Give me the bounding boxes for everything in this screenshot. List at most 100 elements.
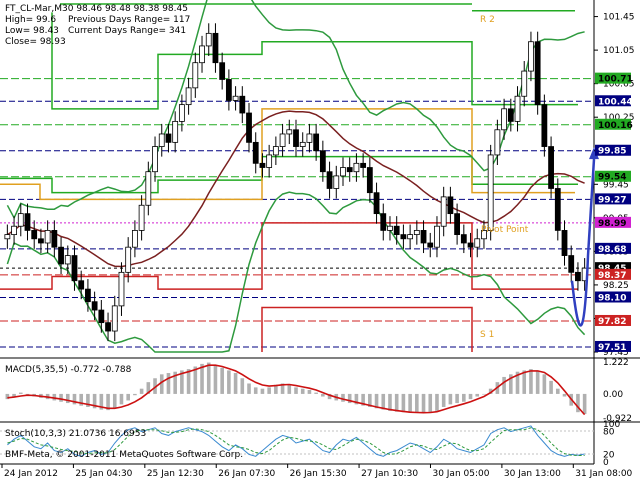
candle: [360, 153, 367, 178]
macd-bar: [12, 393, 16, 397]
macd-bar: [65, 393, 70, 404]
macd-bar: [307, 390, 312, 394]
price-level-marker: 99.54: [595, 170, 631, 183]
macd-bar: [542, 374, 547, 394]
price-tick-label: 100.65: [603, 80, 635, 90]
svg-text:98.37: 98.37: [598, 271, 626, 281]
macd-bar: [193, 366, 198, 394]
candle: [272, 136, 279, 166]
macd-pane: MACD(5,35,5) -0.772 -0.788 1.222 0.00 -0.9…: [5, 358, 632, 424]
candle: [460, 224, 467, 254]
macd-bar: [25, 393, 30, 395]
svg-text:100.16: 100.16: [598, 121, 633, 131]
candle: [85, 279, 91, 312]
macd-bar: [106, 393, 110, 411]
macd-bar: [86, 393, 90, 407]
candle: [440, 186, 447, 237]
stoch-tick-label: 100: [603, 420, 620, 430]
macd-bar: [582, 393, 587, 415]
svg-text:98.10: 98.10: [598, 293, 626, 303]
candle: [279, 123, 286, 157]
candle: [521, 61, 528, 107]
candle: [420, 220, 427, 254]
candle: [44, 220, 51, 254]
macd-bar: [462, 393, 466, 402]
time-tick-label: 31 Jan 08:00: [575, 469, 632, 479]
macd-bar: [5, 393, 10, 400]
candle: [575, 262, 581, 291]
candle: [306, 123, 313, 153]
macd-bar: [394, 393, 399, 412]
macd-bar: [206, 362, 211, 394]
candle: [178, 94, 185, 132]
candle: [138, 195, 145, 241]
candle: [353, 153, 360, 182]
candle: [387, 216, 393, 241]
projection-arrow: [570, 147, 599, 327]
candle: [71, 245, 78, 291]
candle: [246, 102, 252, 153]
macd-bar: [535, 370, 540, 394]
macd-bar: [361, 393, 365, 406]
level-label-s1: S 1: [480, 330, 494, 340]
macd-bar: [448, 393, 453, 405]
candle: [38, 228, 44, 254]
price-level-marker: 100.16: [595, 118, 633, 131]
price-level-marker: 100.44: [595, 95, 633, 107]
macd-bar: [200, 363, 204, 394]
green-level-r2: [51, 12, 578, 110]
stoch-signal-line: [7, 427, 585, 456]
macd-bar: [576, 393, 580, 413]
macd-tick-label: 1.222: [603, 358, 629, 368]
projection-path: [570, 159, 596, 327]
time-tick-label: 30 Jan 05:00: [432, 469, 489, 479]
candle: [145, 161, 152, 216]
macd-bar: [488, 388, 493, 394]
macd-bar: [327, 393, 332, 400]
candle: [554, 178, 561, 241]
stoch-tick-label: 0: [603, 458, 609, 468]
candlesticks: [4, 23, 588, 342]
candle: [91, 291, 98, 321]
candle: [427, 232, 434, 258]
macd-bar: [287, 384, 292, 394]
macd-bar: [401, 393, 406, 413]
candle: [373, 182, 380, 224]
candle: [11, 216, 17, 245]
macd-bar: [341, 393, 345, 402]
level-label-pivot: Pivot Point: [481, 225, 529, 235]
candle: [541, 94, 548, 157]
macd-bar: [280, 383, 285, 394]
candle: [481, 220, 487, 249]
close-info: Close= 98.93: [5, 37, 66, 47]
projection-arrowhead: [589, 147, 599, 160]
macd-bar: [529, 369, 533, 394]
macd-bar: [253, 387, 258, 394]
macd-bar: [515, 371, 520, 394]
svg-text:99.54: 99.54: [598, 173, 626, 183]
candle: [172, 111, 179, 153]
macd-bar: [72, 393, 77, 405]
macd-bar: [112, 393, 117, 409]
candle: [319, 140, 326, 182]
macd-bar: [428, 393, 433, 413]
candle: [501, 98, 507, 140]
time-tick-label: 26 Jan 07:30: [218, 469, 275, 479]
macd-bar: [213, 365, 218, 394]
candle: [4, 224, 11, 249]
candle: [152, 136, 158, 182]
candle: [340, 157, 346, 186]
symbol-info: FT_CL-Mar,M30 98.46 98.48 98.38 98.45: [5, 4, 188, 14]
price-tick-label: 97.45: [603, 348, 629, 358]
svg-text:98.99: 98.99: [598, 219, 626, 229]
current-range-info: Current Days Range= 341: [68, 26, 186, 36]
macd-title: MACD(5,35,5) -0.772 -0.788: [5, 365, 132, 375]
candle: [225, 69, 232, 111]
red-level-s2: [261, 306, 473, 352]
price-tick-label: 99.45: [603, 180, 629, 190]
candle: [131, 220, 138, 258]
macd-bar: [522, 370, 527, 394]
candle: [118, 262, 125, 316]
macd-bar: [119, 393, 124, 405]
